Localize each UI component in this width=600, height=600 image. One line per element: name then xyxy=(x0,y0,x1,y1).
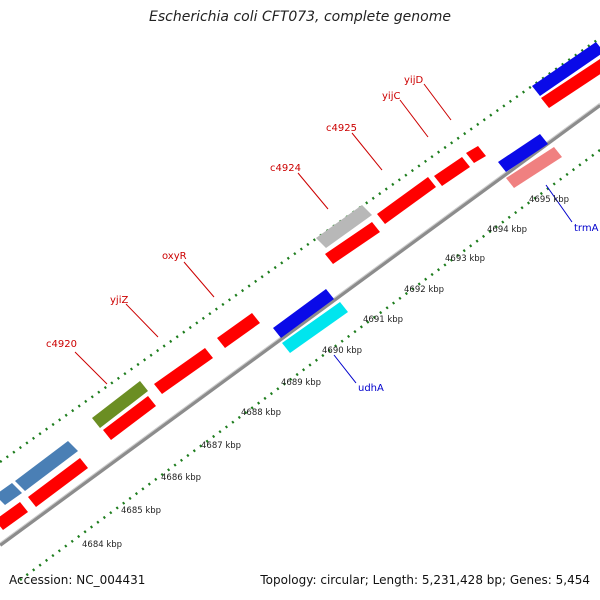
scale-label: 4684 kbp xyxy=(82,540,122,550)
cds-arrow-red[interactable] xyxy=(377,177,436,224)
genome-backbone xyxy=(0,103,600,547)
cds-arrow-pink[interactable] xyxy=(506,147,562,188)
cds-arrow-cyan[interactable] xyxy=(282,302,348,353)
outer-tick-ring xyxy=(0,36,600,464)
cds-arrow-blue[interactable] xyxy=(273,289,334,338)
scale-label: 4689 kbp xyxy=(281,378,321,388)
gene-label-leaders xyxy=(74,83,573,385)
scale-label: 4692 kbp xyxy=(404,285,444,295)
scale-label: 4687 kbp xyxy=(201,441,241,451)
scale-label: 4694 kbp xyxy=(487,225,527,235)
gene-label[interactable]: oxyR xyxy=(162,251,187,262)
gene-label[interactable]: c4920 xyxy=(46,339,77,350)
accession-text: Accession: NC_004431 xyxy=(9,573,146,587)
cds-arrow-blue[interactable] xyxy=(532,42,600,96)
gene-label[interactable]: c4925 xyxy=(326,123,357,134)
gene-label[interactable]: yjiZ xyxy=(110,295,128,306)
gene-label[interactable]: trmA xyxy=(574,223,599,234)
cds-arrow-olive[interactable] xyxy=(92,381,148,428)
scale-label: 4693 kbp xyxy=(445,254,485,264)
cds-arrow-red[interactable] xyxy=(434,157,470,186)
scale-label: 4695 kbp xyxy=(529,195,569,205)
scale-label: 4685 kbp xyxy=(121,506,161,516)
cds-arrow-red[interactable] xyxy=(0,502,28,530)
cds-arrow-blue-steel[interactable] xyxy=(15,441,78,491)
cds-red-features xyxy=(0,59,600,530)
map-title: Escherichia coli CFT073, complete genome xyxy=(149,9,451,25)
cds-arrow-red[interactable] xyxy=(217,313,260,348)
cds-arrow-red[interactable] xyxy=(154,348,213,394)
scale-label: 4686 kbp xyxy=(161,473,201,483)
gene-label[interactable]: c4924 xyxy=(270,163,301,174)
gene-label[interactable]: yijC xyxy=(382,91,400,102)
cds-arrow-red[interactable] xyxy=(541,59,600,108)
cds-arrow-red[interactable] xyxy=(28,458,88,507)
cds-arrow-blue-steel[interactable] xyxy=(0,483,22,505)
cds-arrow-red[interactable] xyxy=(325,222,380,264)
forward-strand-features xyxy=(0,42,600,505)
gene-label[interactable]: udhA xyxy=(358,383,384,394)
gene-labels: c4920 yjiZ oxyR c4924 c4925 yijC yijD ud… xyxy=(46,75,599,394)
scale-label: 4690 kbp xyxy=(322,346,362,356)
scale-labels: 4684 kbp 4685 kbp 4686 kbp 4687 kbp 4688… xyxy=(82,195,569,550)
gene-label[interactable]: yijD xyxy=(404,75,423,86)
cds-arrow-grey[interactable] xyxy=(316,205,372,248)
topology-summary: Topology: circular; Length: 5,231,428 bp… xyxy=(260,573,590,587)
cds-arrow-red[interactable] xyxy=(103,396,156,440)
cds-arrow-red[interactable] xyxy=(466,146,486,163)
scale-label: 4688 kbp xyxy=(241,408,281,418)
scale-label: 4691 kbp xyxy=(363,315,403,325)
inner-tick-ring xyxy=(19,148,600,582)
cds-arrow-blue[interactable] xyxy=(498,134,548,172)
